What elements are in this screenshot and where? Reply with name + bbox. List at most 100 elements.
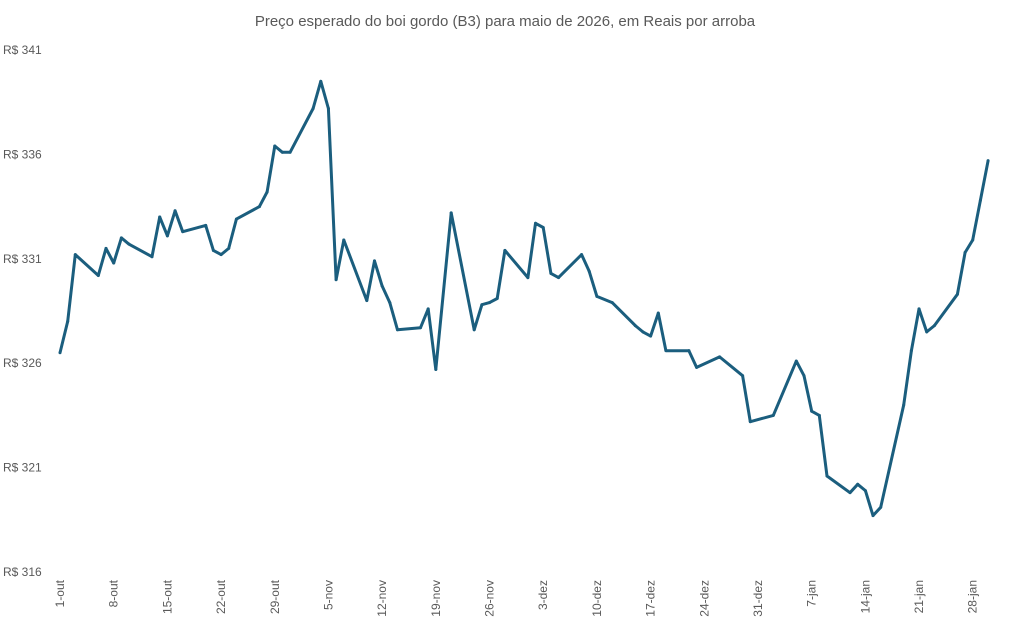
x-tick-label: 21-jan [912, 580, 926, 613]
data-point [610, 301, 614, 305]
data-point [265, 190, 269, 194]
data-point [534, 221, 538, 225]
x-tick-label: 1-out [53, 579, 67, 607]
data-point [449, 211, 453, 215]
data-point [234, 217, 238, 221]
data-point [503, 248, 507, 252]
x-tick-label: 26-nov [483, 580, 497, 617]
data-point [794, 359, 798, 363]
data-point [856, 482, 860, 486]
data-point [173, 209, 177, 213]
data-point [280, 150, 284, 154]
data-point [549, 271, 553, 275]
data-point [810, 409, 814, 413]
x-tick-label: 14-jan [858, 580, 872, 613]
x-tick-label: 24-dez [697, 580, 711, 617]
data-point [227, 246, 231, 250]
data-point [288, 150, 292, 154]
data-point [802, 374, 806, 378]
data-point [879, 505, 883, 509]
x-tick-label: 15-out [160, 579, 174, 614]
y-tick-label: R$ 326 [3, 356, 42, 370]
series-line [58, 79, 990, 518]
y-tick-label: R$ 336 [3, 147, 42, 161]
data-point [66, 319, 70, 323]
data-point [104, 246, 108, 250]
data-point [273, 144, 277, 148]
data-point [426, 307, 430, 311]
data-point [955, 292, 959, 296]
data-point [557, 276, 561, 280]
data-point [718, 355, 722, 359]
data-point [963, 251, 967, 255]
x-tick-label: 7-jan [805, 580, 819, 607]
data-point [311, 106, 315, 110]
data-point [825, 474, 829, 478]
data-point [119, 236, 123, 240]
data-point [418, 326, 422, 330]
data-point [181, 230, 185, 234]
data-point [204, 223, 208, 227]
data-point [342, 238, 346, 242]
data-point [219, 253, 223, 257]
x-tick-label: 12-nov [375, 580, 389, 617]
data-point [695, 365, 699, 369]
x-tick-label: 31-dez [751, 580, 765, 617]
x-tick-label: 17-dez [644, 580, 658, 617]
y-tick-label: R$ 316 [3, 565, 42, 579]
data-point [771, 413, 775, 417]
data-point [58, 351, 62, 355]
data-point [595, 294, 599, 298]
y-tick-label: R$ 321 [3, 461, 42, 475]
data-point [656, 311, 660, 315]
data-point [580, 253, 584, 257]
data-point [150, 255, 154, 259]
x-tick-label: 8-out [107, 579, 121, 607]
data-point [587, 269, 591, 273]
x-tick-label: 5-nov [321, 580, 335, 610]
data-point [641, 330, 645, 334]
data-point [257, 205, 261, 209]
data-point [365, 299, 369, 303]
data-point [932, 324, 936, 328]
data-point [96, 274, 100, 278]
data-point [127, 242, 131, 246]
data-point [687, 349, 691, 353]
data-point [633, 324, 637, 328]
data-point [388, 301, 392, 305]
x-tick-label: 10-dez [590, 580, 604, 617]
data-point [395, 328, 399, 332]
data-point [848, 491, 852, 495]
data-point [541, 225, 545, 229]
data-point [526, 276, 530, 280]
x-tick-label: 29-out [268, 579, 282, 614]
data-point [334, 278, 338, 282]
x-tick-label: 28-jan [966, 580, 980, 613]
data-point [158, 215, 162, 219]
data-point [925, 330, 929, 334]
data-point [863, 489, 867, 493]
data-point [495, 296, 499, 300]
data-point [649, 334, 653, 338]
data-point [902, 403, 906, 407]
y-tick-label: R$ 341 [3, 43, 42, 57]
data-point [380, 284, 384, 288]
data-point [112, 261, 116, 265]
x-tick-label: 19-nov [429, 580, 443, 617]
data-point [871, 514, 875, 518]
data-point [978, 198, 982, 202]
chart-title: Preço esperado do boi gordo (B3) para ma… [255, 13, 756, 30]
x-tick-label: 3-dez [536, 580, 550, 610]
data-point [73, 253, 77, 257]
data-point [748, 420, 752, 424]
data-point [664, 349, 668, 353]
data-point [211, 248, 215, 252]
y-tick-label: R$ 331 [3, 252, 42, 266]
data-point [480, 303, 484, 307]
data-point [741, 374, 745, 378]
data-point [372, 259, 376, 263]
data-point [488, 301, 492, 305]
data-point [434, 367, 438, 371]
